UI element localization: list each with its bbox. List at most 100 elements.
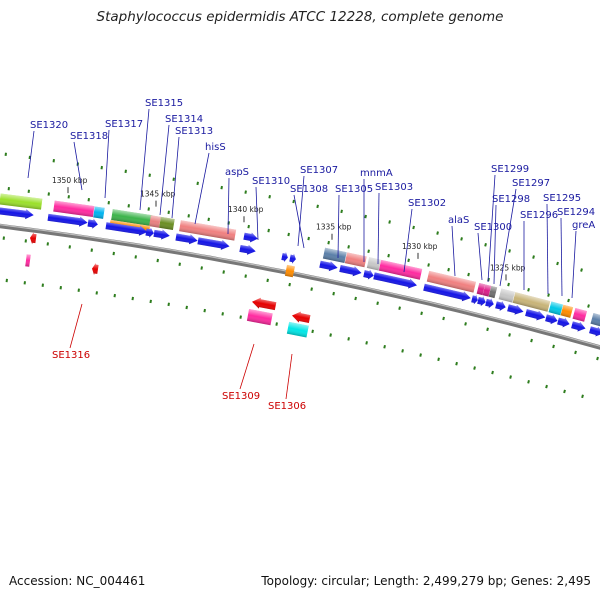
gc-dot-12: [221, 312, 224, 316]
gc-dot-73: [247, 224, 250, 229]
scale-tick-label-2: 1340 kbp: [228, 205, 264, 214]
gc-dot-23: [419, 353, 422, 357]
gc-dot-25: [455, 361, 458, 366]
gc-dot-7: [131, 296, 134, 301]
forward-orf-6: [175, 233, 198, 245]
reverse-orf-2: [30, 232, 37, 245]
gc-dot-115: [580, 268, 583, 272]
forward-orf-12: [319, 260, 338, 272]
gc-dot-86: [507, 282, 510, 287]
gene-label-aspS: aspS: [225, 167, 249, 178]
feature-band-22: [284, 264, 295, 278]
feature-band-21: [590, 313, 600, 327]
gc-dot-48: [332, 291, 335, 296]
feature-band-3: [111, 209, 153, 227]
backbone-highlight: [0, 224, 600, 347]
gc-dot-35: [46, 242, 49, 246]
gene-label-hisS: hisS: [205, 142, 226, 153]
gene-label-SE1297: SE1297: [512, 178, 550, 189]
forward-orf-4: [145, 227, 154, 238]
gc-dot-104: [316, 204, 319, 209]
feature-band-8: [322, 247, 347, 263]
gene-label-SE1310: SE1310: [252, 176, 290, 187]
feature-band-16: [498, 288, 515, 303]
gene-label-SE1300: SE1300: [474, 222, 512, 233]
gc-dot-59: [574, 350, 577, 355]
gc-dot-109: [436, 231, 439, 235]
gc-dot-61: [7, 187, 10, 191]
gc-dot-36: [68, 245, 71, 249]
gene-label-SE1314: SE1314: [165, 114, 203, 125]
gc-dot-39: [134, 255, 137, 259]
forward-orf-2: [87, 218, 98, 229]
forward-orf-14: [363, 269, 374, 280]
gc-dot-13: [239, 315, 242, 319]
forward-orf-24: [557, 317, 570, 328]
gc-dot-98: [172, 177, 175, 181]
feature-band-5: [159, 216, 175, 231]
gc-dot-51: [398, 306, 401, 310]
gc-dot-106: [364, 214, 367, 219]
leader-SE1297: [499, 188, 517, 287]
leader-SE1300: [477, 232, 483, 281]
gc-dot-2: [41, 283, 44, 287]
gc-dot-103: [292, 199, 295, 204]
leader-aspS: [227, 177, 230, 235]
gene-label-SE1308: SE1308: [290, 184, 328, 195]
gc-dot-69: [167, 210, 170, 215]
gc-dot-87: [527, 288, 530, 292]
gc-dot-93: [52, 158, 55, 163]
leader-SE1302: [403, 208, 413, 273]
leader-greA: [571, 230, 577, 299]
gc-dot-60: [596, 356, 599, 361]
gc-dot-91: [4, 152, 7, 157]
gc-dot-76: [307, 236, 310, 241]
gc-dot-5: [95, 291, 98, 295]
gc-dot-22: [401, 349, 404, 353]
gene-label-SE1302: SE1302: [408, 198, 446, 209]
gc-dot-97: [148, 173, 151, 177]
gc-dot-32: [581, 394, 584, 399]
scale-tick-label-1: 1345 kbp: [140, 190, 176, 199]
gene-label-SE1296: SE1296: [520, 210, 558, 221]
gene-label-SE1298: SE1298: [492, 194, 530, 205]
gc-dot-90: [587, 304, 590, 308]
gc-dot-68: [147, 207, 150, 211]
scale-tick-label-3: 1335 kbp: [316, 223, 352, 232]
leader-SE1299: [487, 174, 496, 283]
gc-dot-102: [268, 195, 271, 199]
gene-label-SE1309: SE1309: [222, 391, 260, 402]
gc-dot-0: [5, 278, 8, 283]
gene-label-mnmA: mnmA: [360, 168, 393, 179]
gc-dot-71: [207, 217, 210, 222]
gc-dot-50: [376, 301, 379, 306]
gc-dot-30: [545, 384, 548, 389]
gc-dot-58: [552, 344, 555, 349]
topology-summary: Topology: circular; Length: 2,499,279 bp…: [261, 574, 591, 588]
gc-dot-67: [127, 204, 130, 208]
leader-SE1320: [27, 130, 35, 179]
feature-band-18: [548, 301, 564, 316]
forward-orf-3: [105, 222, 148, 236]
feature-band-10: [366, 257, 381, 271]
feature-band-13: [476, 282, 486, 296]
gene-label-SE1318: SE1318: [70, 131, 108, 142]
gc-dot-28: [509, 375, 512, 379]
feature-tracks: [0, 193, 600, 338]
forward-orf-7: [197, 237, 230, 250]
feature-band-15: [488, 285, 498, 299]
feature-band-9: [344, 252, 367, 268]
gc-dot-24: [437, 357, 440, 362]
map-title: Staphylococcus epidermidis ATCC 12228, c…: [96, 9, 504, 25]
forward-orf-0: [0, 207, 34, 220]
gc-dot-20: [365, 341, 368, 345]
gc-dot-34: [24, 239, 27, 243]
leader-SE1315: [139, 108, 150, 211]
gc-dot-110: [460, 237, 463, 241]
forward-orf-23: [545, 314, 558, 325]
gc-dot-79: [367, 249, 370, 254]
gene-label-SE1294: SE1294: [557, 207, 595, 218]
leader-SE1308: [293, 194, 305, 249]
leader-SE1318: [73, 141, 83, 191]
